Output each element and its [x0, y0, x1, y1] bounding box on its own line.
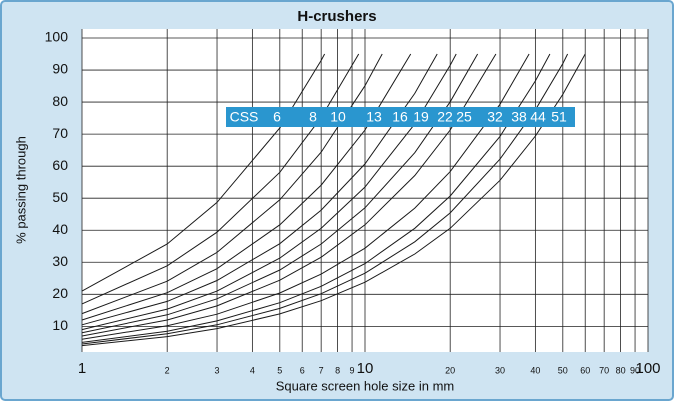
x-tick-label: 6	[300, 365, 305, 375]
legend-box	[226, 107, 575, 127]
legend-label: 10	[330, 109, 346, 125]
legend-label: 32	[487, 109, 503, 125]
legend-label: 19	[413, 109, 429, 125]
y-axis-label: % passing through	[13, 136, 28, 244]
y-tick-label: 90	[52, 61, 68, 77]
y-tick-label: 50	[52, 189, 68, 205]
legend-title: CSS	[230, 109, 259, 125]
y-tick-label: 70	[52, 125, 68, 141]
legend-label: 22	[437, 109, 453, 125]
curve	[81, 53, 326, 292]
x-tick-label: 5	[277, 365, 282, 375]
curve	[81, 53, 569, 345]
curve	[81, 53, 360, 305]
x-tick-label: 80	[616, 365, 626, 375]
legend-label: 38	[511, 109, 527, 125]
x-tick-label: 40	[530, 365, 540, 375]
legend-label: 6	[273, 109, 281, 125]
y-tick-label: 10	[52, 317, 68, 333]
x-tick-label: 8	[335, 365, 340, 375]
legend-label: 8	[309, 109, 317, 125]
legend-label: 44	[530, 109, 546, 125]
y-tick-label: 40	[52, 221, 68, 237]
legend-label: 25	[456, 109, 472, 125]
x-tick-label: 4	[250, 365, 255, 375]
legend-label: 16	[392, 109, 408, 125]
curve	[81, 53, 457, 331]
x-tick-label: 50	[558, 365, 568, 375]
x-tick-label: 60	[580, 365, 590, 375]
y-tick-label: 30	[52, 253, 68, 269]
curve	[81, 53, 530, 340]
x-tick-label: 9	[350, 365, 355, 375]
y-tick-label: 20	[52, 285, 68, 301]
curve	[81, 53, 586, 347]
x-tick-label: 3	[215, 365, 220, 375]
legend-label: 13	[366, 109, 382, 125]
x-tick-label: 30	[495, 365, 505, 375]
y-tick-label: 80	[52, 93, 68, 109]
x-tick-label: 70	[599, 365, 609, 375]
x-tick-label: 1	[78, 360, 86, 377]
curve	[81, 53, 383, 315]
x-tick-label: 10	[357, 360, 374, 377]
curve	[81, 53, 412, 321]
curve	[81, 53, 438, 326]
legend-label: 51	[551, 109, 567, 125]
x-tick-label: 90	[630, 365, 640, 375]
x-tick-label: 7	[319, 365, 324, 375]
y-tick-label: 60	[52, 157, 68, 173]
x-axis-label: Square screen hole size in mm	[276, 378, 454, 393]
curve	[81, 53, 497, 337]
x-tick-label: 100	[635, 360, 660, 377]
chart-title: H-crushers	[297, 8, 376, 25]
y-tick-label: 100	[45, 29, 69, 45]
x-tick-label: 20	[445, 365, 455, 375]
x-tick-label: 2	[165, 365, 170, 375]
